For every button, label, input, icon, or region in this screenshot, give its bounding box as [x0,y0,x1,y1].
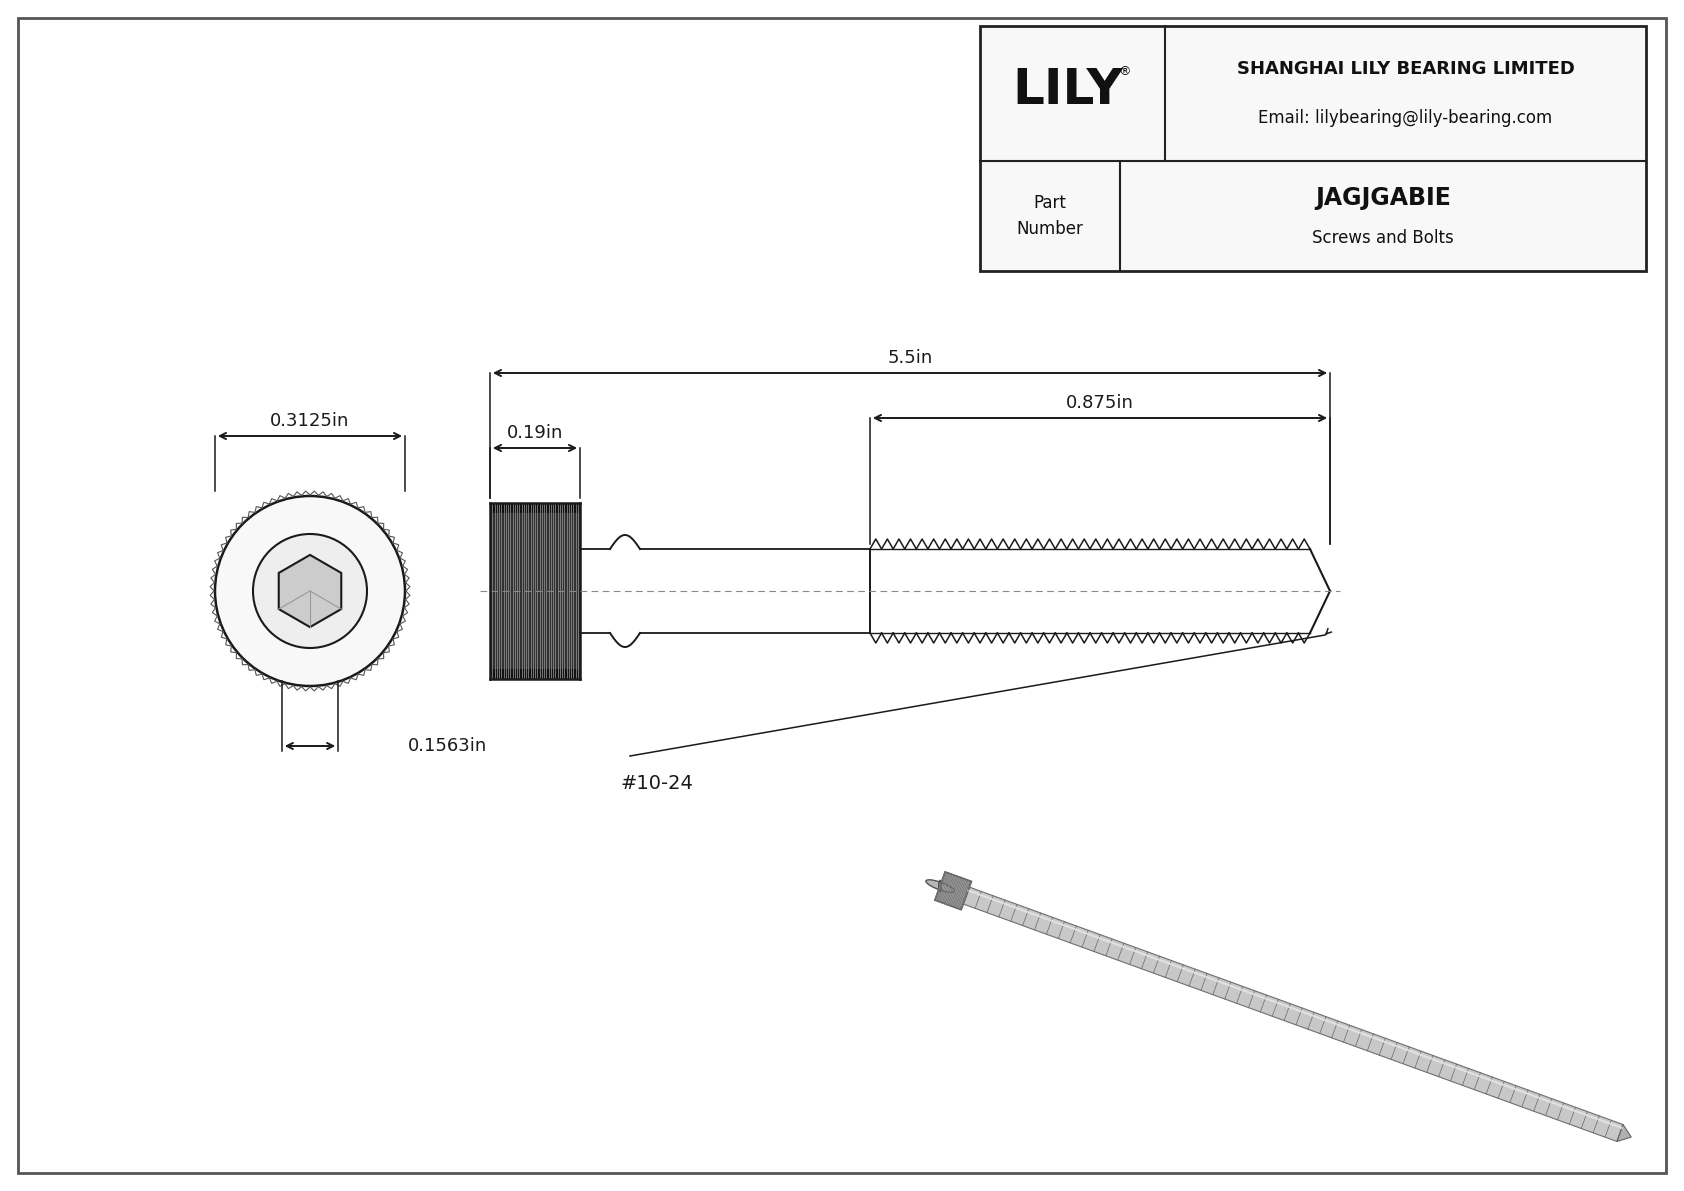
Polygon shape [935,872,972,910]
Bar [490,503,579,679]
Text: SHANGHAI LILY BEARING LIMITED: SHANGHAI LILY BEARING LIMITED [1236,61,1575,79]
Text: Screws and Bolts: Screws and Bolts [1312,229,1453,247]
Text: ®: ® [1118,66,1130,77]
Text: 0.1563in: 0.1563in [408,737,487,755]
Polygon shape [938,880,941,892]
Polygon shape [963,887,1623,1141]
Text: Part
Number: Part Number [1017,194,1083,237]
Bar [490,669,579,679]
Ellipse shape [926,880,955,892]
Circle shape [216,495,404,686]
Bar [490,503,579,513]
Text: LILY: LILY [1012,66,1123,113]
Polygon shape [280,555,342,628]
Polygon shape [1617,1124,1632,1141]
Circle shape [253,534,367,648]
Text: #10-24: #10-24 [620,774,692,793]
Text: JAGJGABIE: JAGJGABIE [1315,187,1452,211]
Text: 0.875in: 0.875in [1066,394,1133,412]
Bar [980,26,1645,272]
Text: 0.3125in: 0.3125in [271,412,350,430]
Text: 0.19in: 0.19in [507,424,562,442]
Text: 5.5in: 5.5in [887,349,933,367]
Text: Email: lilybearing@lily-bearing.com: Email: lilybearing@lily-bearing.com [1258,108,1553,126]
